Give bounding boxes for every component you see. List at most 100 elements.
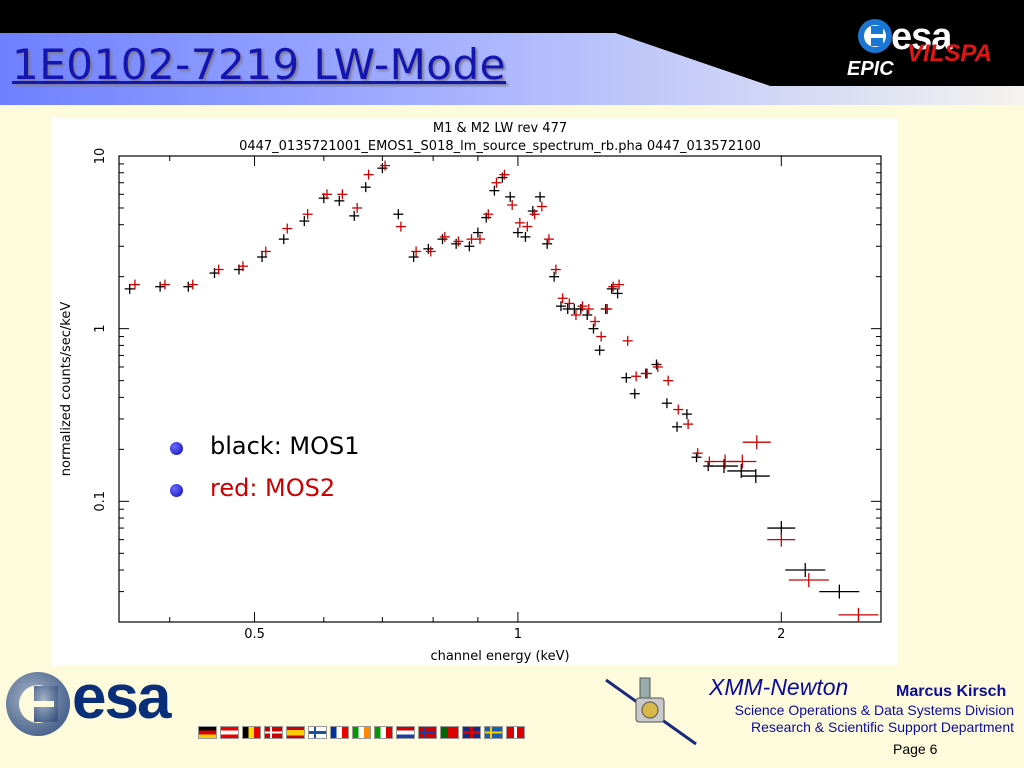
vilspa-label: VILSPA [907, 40, 992, 67]
data-point-mos1 [651, 359, 662, 370]
data-point-mos2 [260, 246, 271, 257]
flag-netherlands-icon [396, 726, 415, 739]
data-point-mos2 [483, 209, 494, 220]
flag-sweden-icon [484, 726, 503, 739]
data-point-mos2 [557, 293, 568, 304]
spectrum-plot-panel: M1 & M2 LW rev 477 0447_0135721001_EMOS1… [52, 118, 898, 666]
x-tick-label: 1 [514, 627, 522, 642]
bullet-icon [170, 484, 183, 497]
bullet-icon [170, 442, 183, 455]
data-point-mos1 [489, 185, 500, 196]
esa-globe-icon [858, 19, 892, 53]
data-point-mos1 [588, 323, 599, 334]
data-point-mos2 [767, 532, 796, 547]
data-point-mos1 [464, 241, 475, 252]
mission-name: XMM-Newton [709, 674, 849, 700]
spectrum-chart: M1 & M2 LW rev 477 0447_0135721001_EMOS1… [59, 121, 882, 664]
data-point-mos2 [491, 177, 502, 188]
header-background [0, 0, 1024, 120]
data-point-mos1 [672, 421, 683, 432]
data-point-mos2 [728, 454, 757, 469]
division-label: Science Operations & Data Systems Divisi… [734, 702, 1014, 718]
data-point-mos2 [577, 301, 588, 312]
esa-footer-wordmark: esa [72, 663, 171, 732]
data-point-mos2 [631, 371, 642, 382]
data-point-mos2 [543, 234, 554, 245]
page-number: Page 6 [893, 741, 938, 757]
data-point-mos1 [334, 195, 345, 206]
legend-label-mos2: red: MOS2 [210, 474, 336, 502]
flag-switzerland-icon [506, 726, 525, 739]
data-point-mos1 [549, 271, 560, 282]
data-point-mos2 [507, 200, 518, 211]
data-point-mos2 [302, 209, 313, 220]
flag-austria-icon [220, 726, 239, 739]
author-name: Marcus Kirsch [896, 683, 1007, 700]
data-point-mos2 [522, 221, 533, 232]
data-point-mos1 [691, 452, 702, 463]
data-point-mos2 [608, 281, 619, 292]
header-band: 1E0102-7219 LW-Mode esa VILSPA EPIC [0, 0, 1024, 120]
data-point-mos1 [629, 388, 640, 399]
data-point-mos1 [377, 163, 388, 174]
data-point-mos2 [622, 335, 633, 346]
data-point-mos1 [661, 398, 672, 409]
legend-label-mos1: black: MOS1 [210, 432, 360, 460]
data-point-mos2 [570, 309, 581, 320]
data-point-mos2 [129, 279, 140, 290]
data-point-mos1 [594, 345, 605, 356]
chart-title: M1 & M2 LW rev 477 [433, 121, 567, 136]
data-point-mos1 [785, 563, 826, 578]
data-point-mos2 [788, 573, 829, 588]
flag-france-icon [330, 726, 349, 739]
data-point-mos1 [124, 283, 135, 294]
data-point-mos2 [380, 160, 391, 171]
data-point-mos1 [606, 283, 617, 294]
data-point-mos1 [612, 288, 623, 299]
data-point-mos1 [681, 409, 692, 420]
data-point-mos2 [838, 607, 879, 622]
data-point-mos2 [536, 201, 547, 212]
data-marks [124, 160, 879, 622]
data-point-mos2 [583, 303, 594, 314]
y-tick-label: 10 [93, 148, 108, 165]
flag-uk-icon [462, 726, 481, 739]
data-point-mos2 [652, 361, 663, 372]
data-point-mos2 [213, 264, 224, 275]
data-point-mos2 [614, 279, 625, 290]
data-point-mos2 [474, 234, 485, 245]
data-point-mos2 [425, 246, 436, 257]
data-point-mos2 [466, 234, 477, 245]
y-tick-label: 0.1 [93, 491, 108, 512]
data-point-mos1 [555, 301, 566, 312]
data-point-mos2 [596, 331, 607, 342]
data-point-mos2 [159, 279, 170, 290]
x-axis-label: channel energy (keV) [430, 649, 569, 664]
member-state-flags [198, 726, 525, 740]
data-point-mos1 [505, 191, 516, 202]
epic-label: EPIC [847, 58, 894, 80]
data-point-mos2 [321, 189, 332, 200]
y-tick-label: 1 [93, 325, 108, 333]
flag-spain-icon [286, 726, 305, 739]
data-point-mos2 [602, 303, 613, 314]
flag-germany-icon [198, 726, 217, 739]
data-point-mos2 [363, 169, 374, 180]
data-point-mos1 [451, 238, 462, 249]
data-point-mos2 [352, 202, 363, 213]
data-point-mos2 [337, 189, 348, 200]
data-point-mos1 [257, 252, 268, 263]
data-point-mos1 [155, 281, 166, 292]
data-point-mos1 [819, 584, 860, 599]
data-point-mos1 [278, 234, 289, 245]
esa-footer-logo: esa [4, 663, 194, 738]
data-point-mos1 [520, 231, 531, 242]
data-point-mos1 [727, 463, 756, 478]
data-point-mos2 [514, 217, 525, 228]
data-point-mos2 [439, 231, 450, 242]
data-point-mos2 [590, 316, 601, 327]
data-point-mos1 [542, 238, 553, 249]
data-point-mos2 [564, 298, 575, 309]
data-point-mos1 [582, 309, 593, 320]
data-point-mos1 [349, 210, 360, 221]
